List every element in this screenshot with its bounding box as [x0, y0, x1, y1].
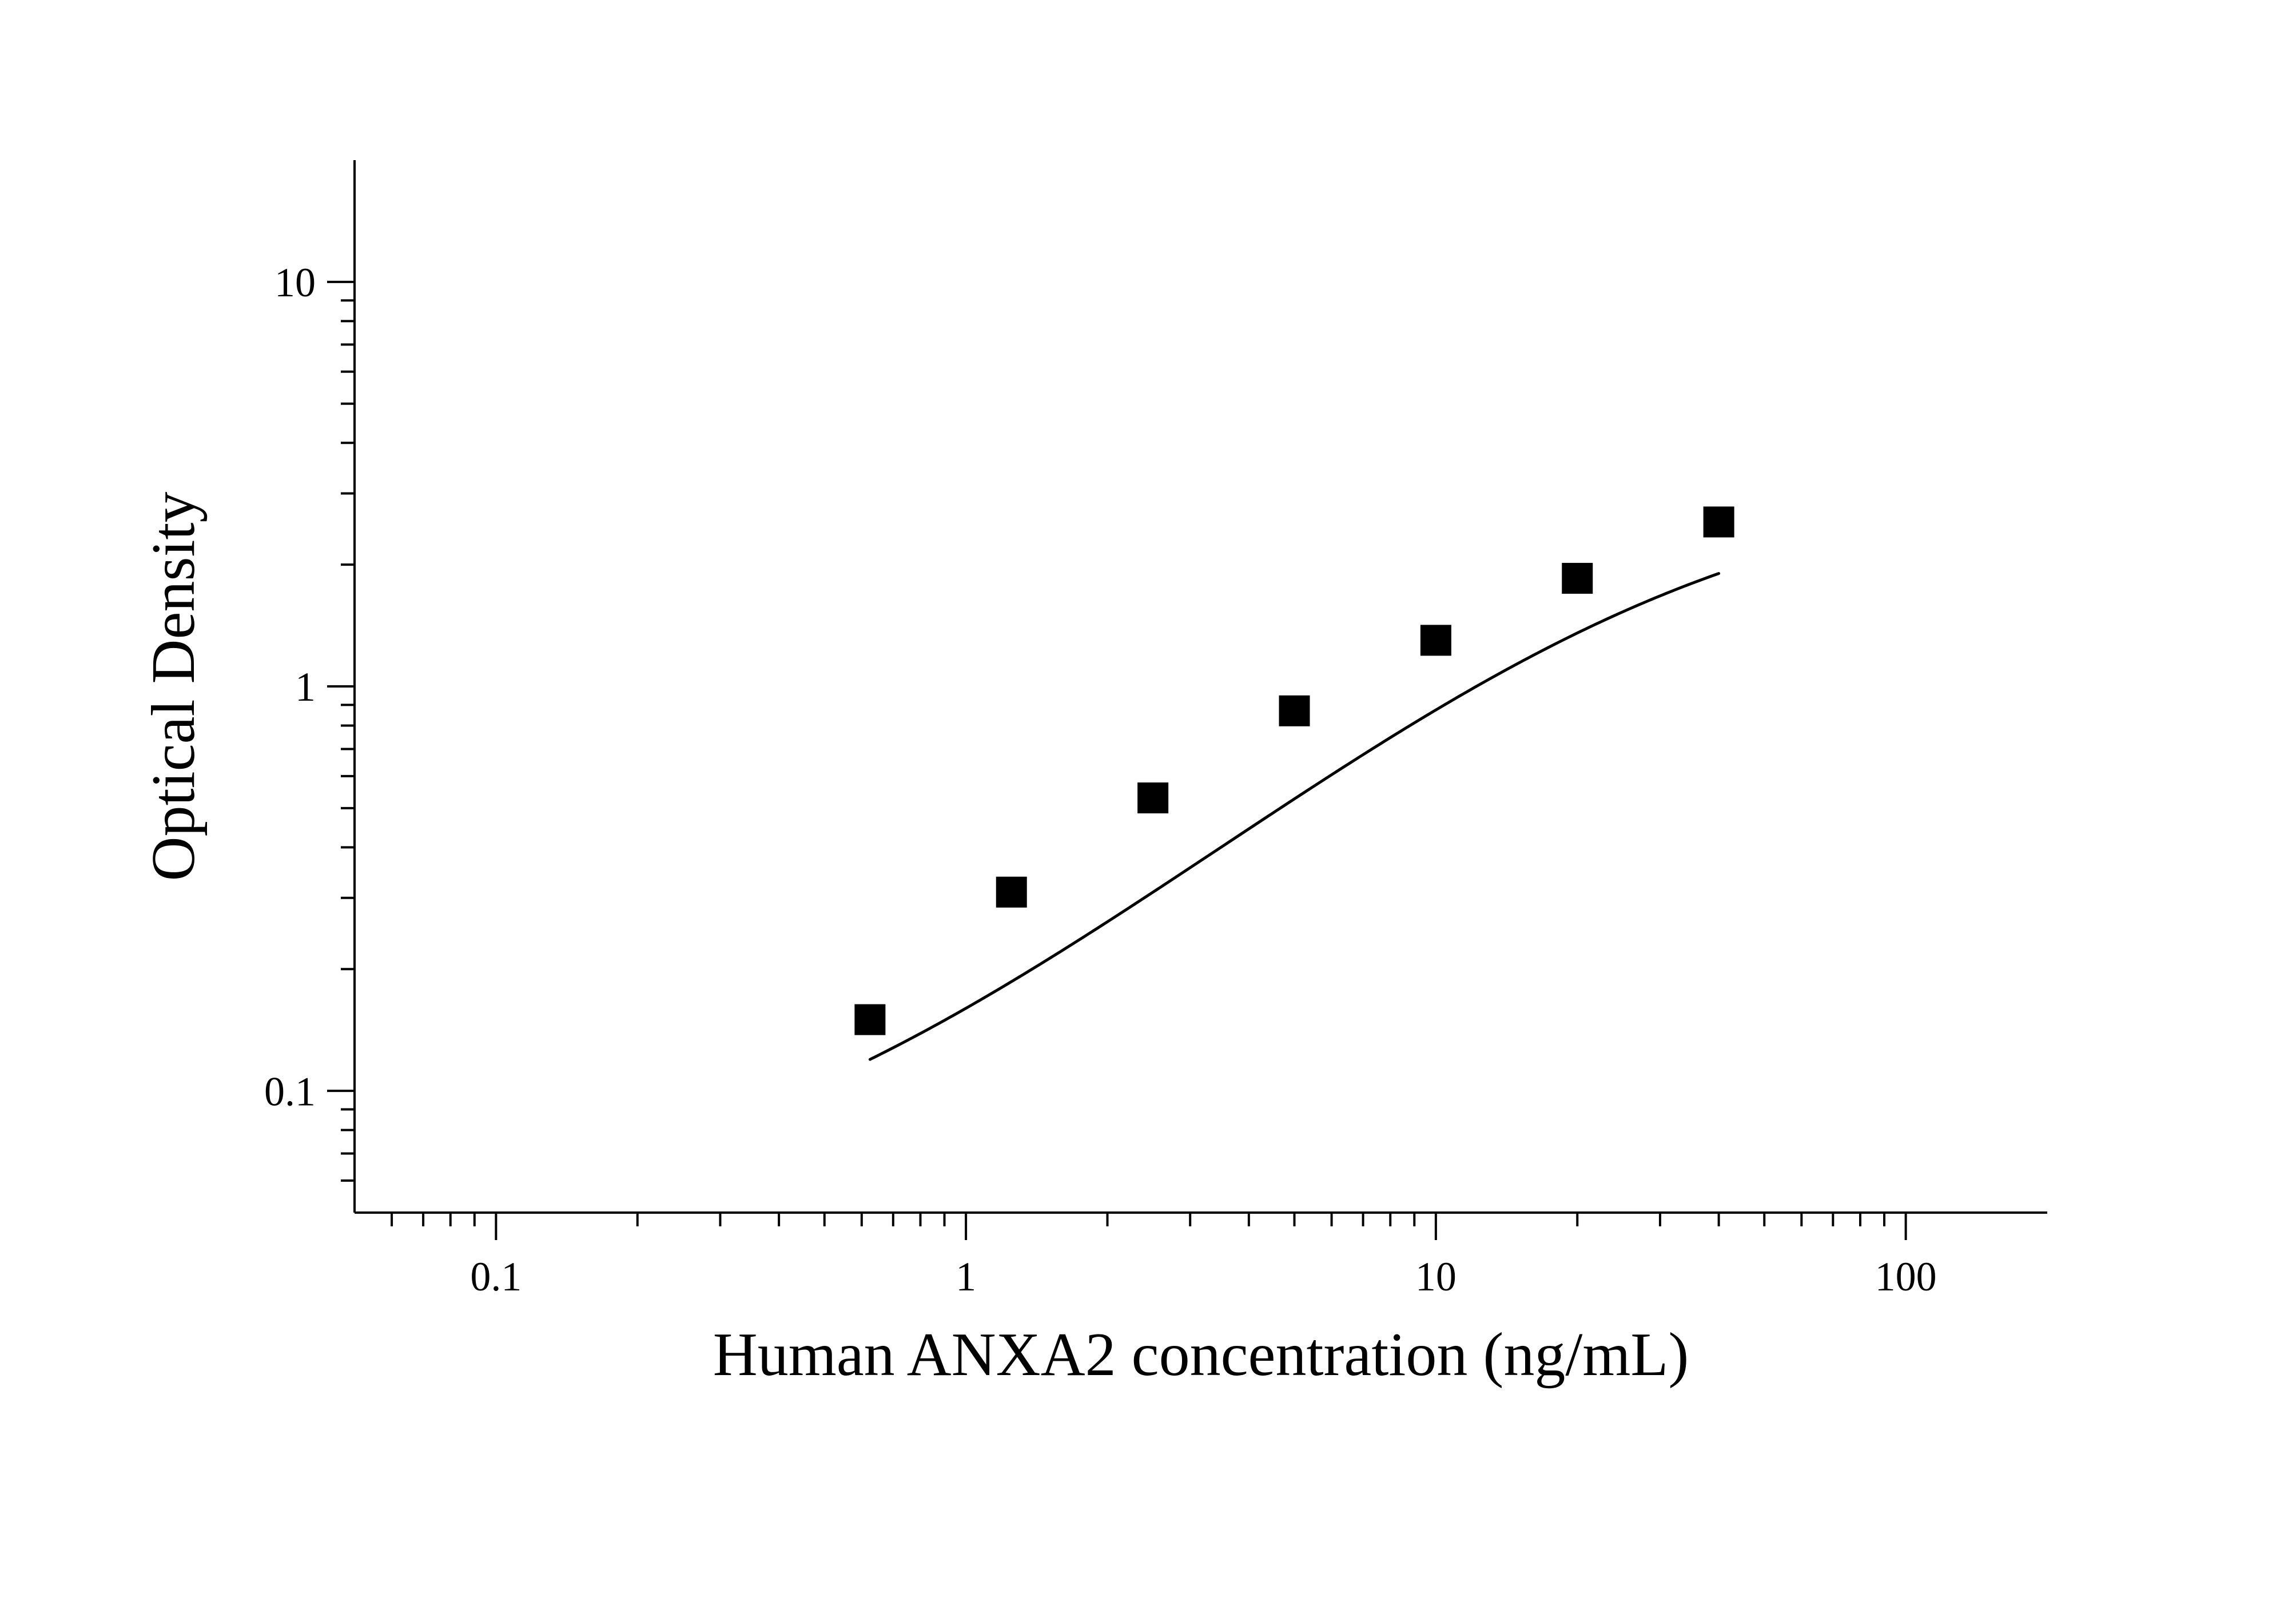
chart-container: 0.1 1 10 100 0.1 1 10 Human ANXA2 concentration…: [0, 0, 2296, 1605]
data-point-marker: [996, 877, 1027, 908]
elisa-standard-curve-chart: 0.1 1 10 100 0.1 1 10 Human ANXA2 concentration…: [0, 0, 2296, 1605]
y-tick-label: 1: [295, 664, 316, 710]
data-point-marker: [1704, 507, 1734, 538]
x-tick-label: 1: [956, 1254, 976, 1300]
data-point-marker: [1562, 563, 1593, 594]
x-axis-label: Human ANXA2 concentration (ng/mL): [713, 1321, 1689, 1389]
x-tick-label: 0.1: [470, 1254, 522, 1300]
data-point-marker: [1279, 696, 1310, 726]
data-point-marker: [1137, 782, 1168, 813]
data-point-marker: [1420, 625, 1451, 655]
x-tick-label: 100: [1875, 1254, 1937, 1300]
y-axis-label: Optical Density: [140, 492, 208, 881]
y-tick-label: 10: [274, 260, 316, 305]
data-point-marker: [854, 1004, 885, 1035]
x-tick-label: 10: [1415, 1254, 1457, 1300]
y-tick-label: 0.1: [264, 1068, 316, 1114]
